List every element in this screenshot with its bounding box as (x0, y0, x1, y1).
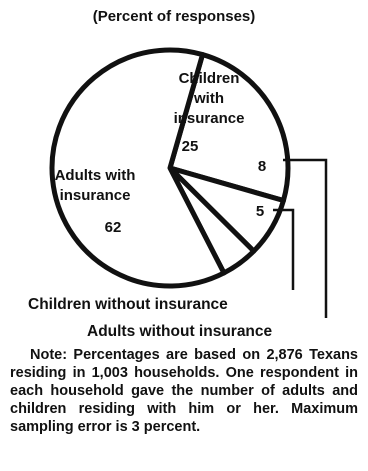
note-text: Note: Percentages are based on 2,876 Tex… (10, 347, 358, 435)
value-adults-insured: 62 (105, 219, 122, 236)
value-children-insured: 25 (182, 138, 199, 155)
chart-subtitle: (Percent of responses) (92, 8, 256, 25)
label-children-insured-line-2: with (193, 90, 224, 107)
chart-note: Note: Percentages are based on 2,876 Tex… (10, 346, 358, 436)
leader-line-children-uninsured (283, 158, 328, 318)
pie-slice-adults-insured (49, 47, 227, 289)
label-children-uninsured: Children without insurance (28, 296, 228, 313)
label-children-insured-line-3: insurance (174, 110, 245, 127)
label-adults-uninsured: Adults without insurance (87, 323, 273, 340)
label-adults-insured-line-2: insurance (60, 187, 131, 204)
value-children-uninsured: 8 (258, 158, 266, 175)
pie-slice-children-insured (167, 52, 291, 204)
label-children-insured-line-1: Children (179, 70, 240, 87)
label-adults-insured-line-1: Adults with (55, 167, 136, 184)
value-adults-uninsured: 5 (256, 203, 264, 220)
leader-line-adults-uninsured (273, 208, 295, 290)
